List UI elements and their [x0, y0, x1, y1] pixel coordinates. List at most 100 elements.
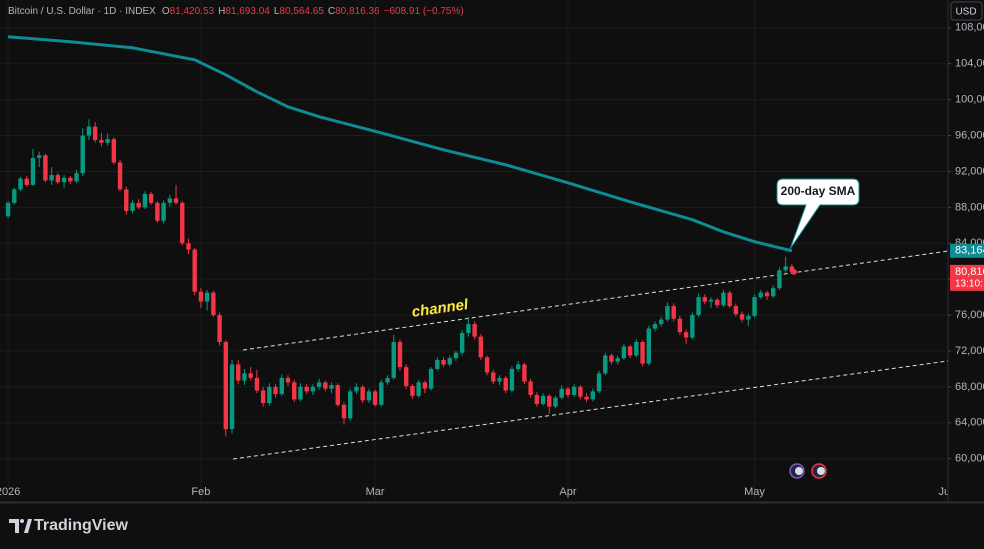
candle-body [254, 377, 260, 391]
ohlc-label: L [274, 6, 280, 17]
candle-body [86, 126, 92, 136]
candle-body [105, 139, 110, 143]
grid [0, 0, 948, 500]
candle-body [590, 391, 596, 400]
channel-lower [232, 360, 948, 460]
candle-body [279, 377, 284, 395]
x-tick-label: May [744, 486, 765, 498]
time-axis: 2026 Feb Mar Apr May Jun [0, 486, 957, 498]
candle-body [603, 355, 608, 374]
candle-body [708, 299, 714, 302]
candle-body [522, 364, 527, 382]
y-tick-label: 104,000 [955, 58, 984, 70]
candle-body [316, 382, 322, 387]
candle-body [36, 155, 42, 158]
candle-body [372, 391, 378, 405]
candle-body [223, 342, 229, 430]
candle-body [30, 157, 36, 185]
candle-body [366, 391, 372, 401]
drawings [232, 250, 948, 460]
candle-body [204, 292, 210, 302]
candle-body [503, 377, 508, 391]
candle-body [341, 404, 347, 419]
candle-body [515, 364, 521, 369]
candle-body [229, 364, 235, 430]
candle-body [236, 364, 241, 381]
header: Bitcoin / U.S. Dollar · 1D · INDEX O81,42… [8, 6, 464, 17]
currency: USD [955, 7, 976, 18]
candle-body [161, 202, 166, 221]
candle-body [385, 377, 390, 383]
y-tick-label: 76,000 [955, 309, 984, 321]
candle-body [702, 297, 707, 302]
countdown: 13:10: [955, 278, 983, 289]
x-tick-label: Jun [939, 486, 957, 498]
y-tick-label: 64,000 [955, 417, 984, 429]
candle-body [397, 342, 403, 368]
candle-body [578, 386, 583, 397]
candle-body [329, 385, 334, 389]
branding: TradingView [34, 517, 129, 534]
logo-mark-dot [20, 519, 24, 523]
candle-body [323, 382, 328, 389]
candle-body [273, 386, 278, 395]
event-icon-inner [795, 467, 803, 475]
candle-body [484, 357, 490, 373]
candle-body [18, 178, 23, 190]
candle-body [68, 177, 73, 182]
candle-body [789, 266, 795, 272]
candle-body [739, 314, 745, 320]
candle-body [292, 382, 297, 400]
candle-body [348, 391, 353, 419]
plot [5, 35, 797, 437]
candle-body [422, 382, 428, 389]
candle-body [173, 198, 179, 203]
candle-body [534, 394, 540, 404]
candle-body [634, 342, 639, 356]
candle-body [547, 395, 552, 407]
candle-body [43, 155, 48, 181]
y-tick-label: 72,000 [955, 345, 984, 357]
sma-line [7, 35, 793, 253]
candle-body [80, 135, 85, 174]
candle-body [180, 202, 185, 244]
candle-body [242, 373, 247, 381]
candle-body [260, 390, 266, 404]
candle-body [621, 346, 627, 359]
candle-body [447, 358, 452, 365]
candle-body [379, 382, 384, 405]
candle-body [677, 318, 683, 333]
y-tick-label: 68,000 [955, 381, 984, 393]
candle-body [428, 368, 434, 389]
currency-box[interactable] [950, 1, 983, 21]
x-tick-label: Mar [366, 486, 385, 498]
candle-body [441, 359, 446, 365]
candle-body [304, 386, 309, 392]
candle-body [335, 385, 340, 405]
candle-body [478, 336, 484, 358]
callout-box [776, 178, 860, 250]
price-label-bg [950, 264, 984, 291]
candle-body [55, 175, 61, 183]
candle-body [627, 346, 633, 356]
candle-body [155, 202, 160, 221]
y-tick-label: 88,000 [955, 201, 984, 213]
candle-body [416, 382, 421, 396]
candle-body [665, 306, 670, 320]
y-tick-label: 100,000 [955, 94, 984, 106]
candle-body [671, 306, 676, 319]
candle-body [285, 377, 291, 383]
y-tick-label: 92,000 [955, 165, 984, 177]
candle-body [752, 297, 757, 316]
change: −608.91 (−0.75%) [384, 6, 464, 17]
channel-upper [242, 250, 948, 351]
candle-body [721, 292, 726, 306]
candle-body [130, 202, 135, 211]
candle-body [596, 373, 602, 392]
logo-mark [9, 519, 19, 533]
price-label-bg [950, 243, 984, 258]
candle-body [403, 367, 409, 386]
candle-body [771, 288, 776, 297]
candle-body [559, 388, 564, 398]
candle-body [571, 386, 577, 395]
